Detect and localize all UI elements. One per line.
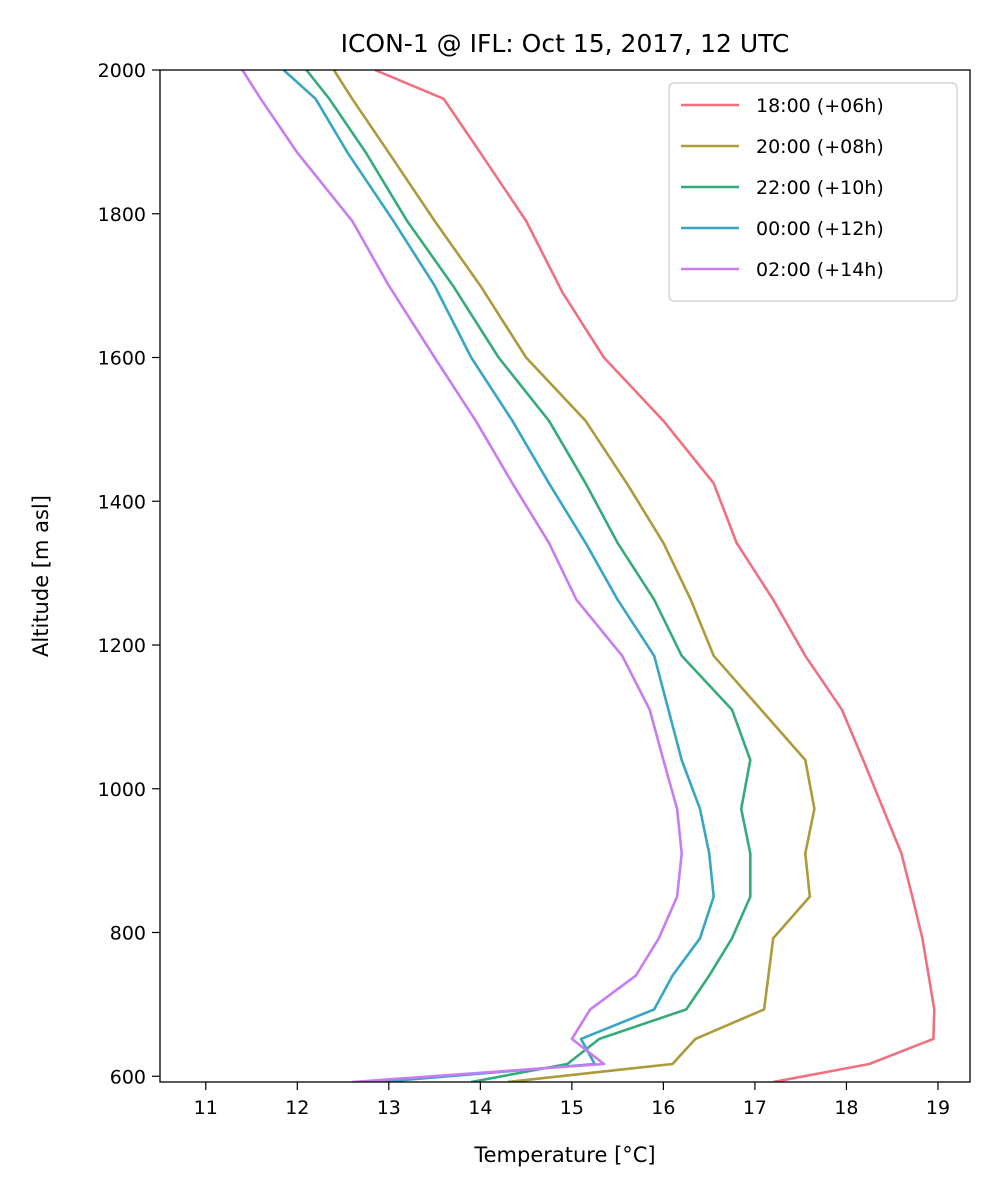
legend-label-5: 02:00 (+14h) <box>756 259 884 281</box>
series-line-1 <box>374 70 936 1082</box>
legend-label-2: 20:00 (+08h) <box>756 136 884 158</box>
series-line-4 <box>282 70 716 1082</box>
x-tick-label: 12 <box>285 1097 309 1119</box>
x-axis-label: Temperature [°C] <box>473 1143 655 1167</box>
series-line-2 <box>332 70 816 1082</box>
series-line-5 <box>241 70 684 1082</box>
y-axis-ticks: 600 800 1000 1200 1400 1600 1800 2000 <box>98 60 160 1088</box>
legend-box <box>668 82 958 302</box>
x-tick-label: 16 <box>651 1097 675 1119</box>
y-tick-label: 1600 <box>98 348 146 370</box>
y-tick-label: 2000 <box>98 60 146 82</box>
x-tick-label: 18 <box>834 1097 858 1119</box>
x-tick-label: 11 <box>194 1097 218 1119</box>
legend-label-1: 18:00 (+06h) <box>756 95 884 117</box>
legend-label-4: 00:00 (+12h) <box>756 218 884 240</box>
series-line-3 <box>305 70 752 1082</box>
legend-label-3: 22:00 (+10h) <box>756 177 884 199</box>
plot-lines <box>241 70 936 1082</box>
y-tick-label: 1200 <box>98 635 146 657</box>
x-tick-label: 15 <box>560 1097 584 1119</box>
x-tick-label: 14 <box>468 1097 492 1119</box>
plot-frame <box>159 69 971 1083</box>
y-tick-label: 1800 <box>98 204 146 226</box>
y-tick-label: 1000 <box>98 779 146 801</box>
x-tick-label: 19 <box>926 1097 950 1119</box>
y-axis-label: Altitude [m asl] <box>29 495 53 657</box>
y-tick-label: 800 <box>110 923 146 945</box>
x-axis-ticks: 11 12 13 14 15 16 17 18 19 <box>194 1082 950 1119</box>
x-tick-label: 17 <box>743 1097 767 1119</box>
chart-title: ICON-1 @ IFL: Oct 15, 2017, 12 UTC <box>341 29 790 58</box>
x-tick-label: 13 <box>377 1097 401 1119</box>
legend: 18:00 (+06h) 20:00 (+08h) 22:00 (+10h) 00:0… <box>668 82 958 302</box>
y-tick-label: 600 <box>110 1066 146 1088</box>
y-tick-label: 1400 <box>98 491 146 513</box>
